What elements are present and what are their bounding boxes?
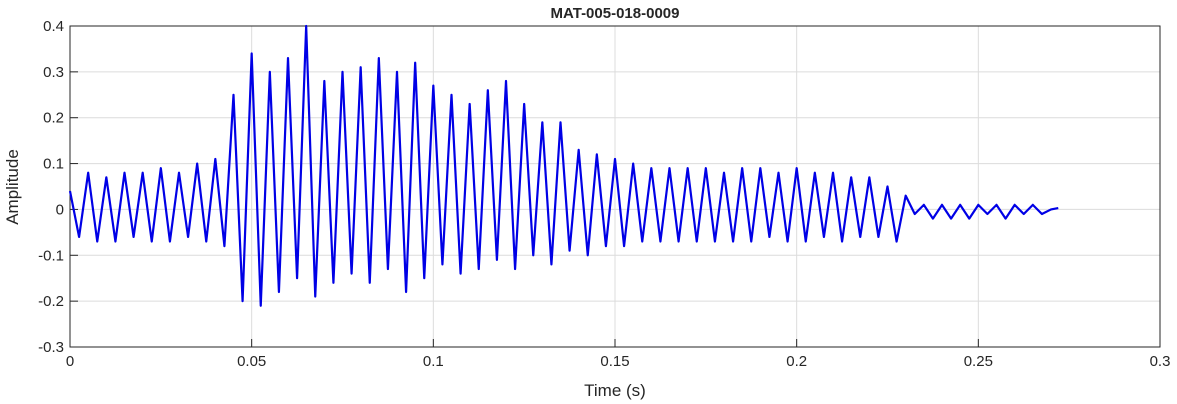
y-tick-label: 0.4 (43, 18, 64, 35)
x-tick-label: 0.3 (1150, 353, 1171, 370)
x-axis-label: Time (s) (584, 381, 646, 400)
y-tick-label: -0.3 (38, 339, 64, 356)
y-tick-label: 0.1 (43, 156, 64, 173)
x-tick-label: 0.25 (964, 353, 993, 370)
chart-title: MAT-005-018-0009 (551, 5, 680, 22)
y-tick-label: 0.3 (43, 64, 64, 81)
x-tick-label: 0 (66, 353, 74, 370)
plot-frame (69, 25, 1161, 348)
y-tick-label: -0.2 (38, 293, 64, 310)
x-tick-label: 0.15 (600, 353, 629, 370)
y-tick-label: -0.1 (38, 247, 64, 264)
x-tick-label: 0.1 (423, 353, 444, 370)
y-axis-label: Amplitude (3, 149, 22, 225)
x-tick-label: 0.2 (786, 353, 807, 370)
signal-line (68, 24, 1059, 307)
x-tick-label: 0.05 (237, 353, 266, 370)
y-tick-label: 0 (56, 201, 64, 218)
y-tick-label: 0.2 (43, 110, 64, 127)
